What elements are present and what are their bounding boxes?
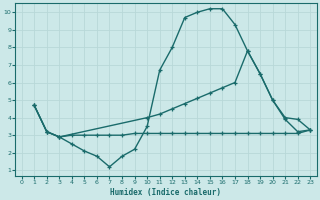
X-axis label: Humidex (Indice chaleur): Humidex (Indice chaleur) bbox=[110, 188, 221, 197]
